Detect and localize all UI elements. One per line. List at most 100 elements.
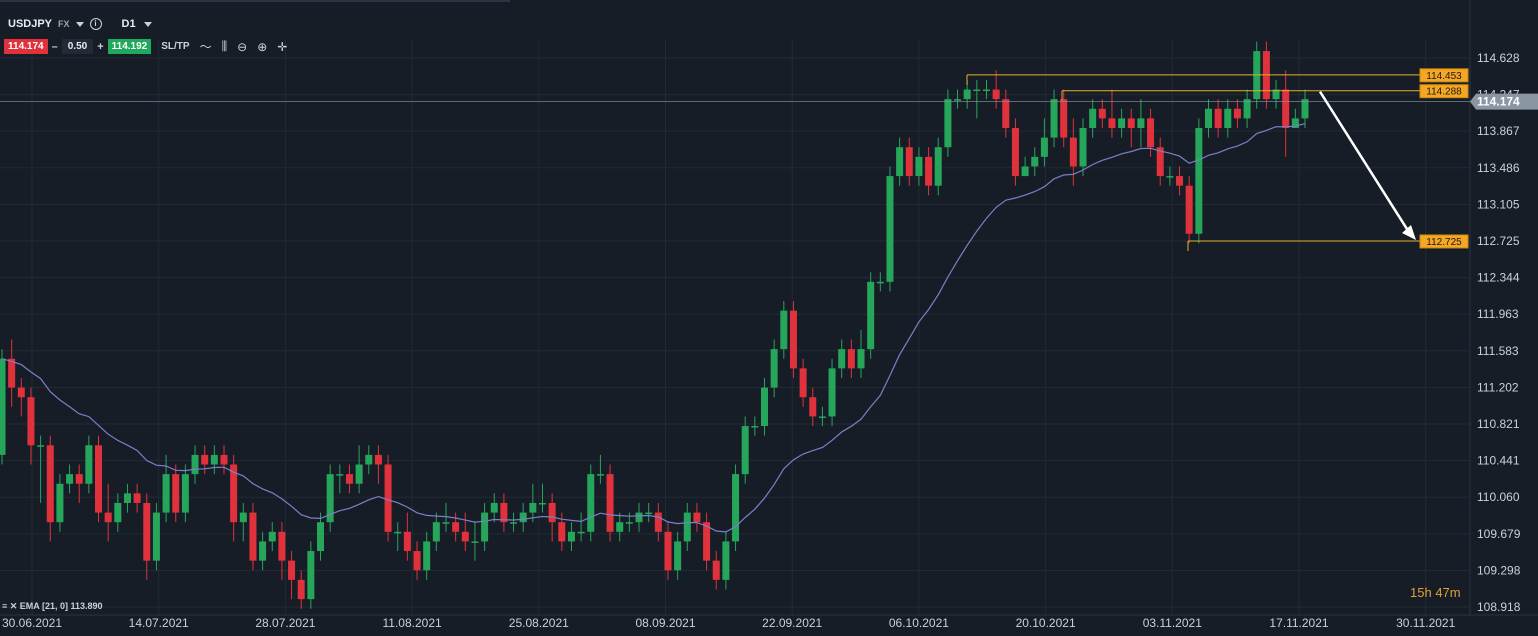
candle-body	[336, 474, 344, 476]
candle-body	[1002, 99, 1010, 128]
candle-body	[413, 551, 421, 571]
candle-body	[1060, 99, 1068, 138]
timeframe-selector[interactable]: D1	[122, 18, 152, 30]
candle-body	[1021, 166, 1029, 177]
candle-body	[876, 281, 884, 284]
candle-body	[8, 358, 16, 388]
candle-body	[423, 541, 431, 571]
sltp-button[interactable]: SL/TP	[161, 41, 190, 52]
market-label: FX	[58, 19, 70, 29]
candle-body	[104, 512, 112, 523]
info-icon[interactable]: i	[89, 18, 102, 30]
x-tick-label: 06.10.2021	[889, 616, 949, 630]
candle-body	[268, 531, 276, 542]
y-tick-label: 111.583	[1477, 344, 1519, 358]
trend-arrow-line	[1318, 90, 1414, 238]
top-strip	[0, 0, 510, 2]
lot-size-input[interactable]: 0.50	[61, 39, 94, 54]
candle-body	[481, 512, 489, 542]
candle-body	[548, 502, 556, 523]
candle-body	[1089, 108, 1097, 128]
candle-body	[1040, 137, 1048, 157]
candle-body	[722, 541, 730, 580]
settings-icon[interactable]: ≡ ✕	[2, 601, 20, 611]
candle-body	[403, 531, 411, 552]
lot-decrease-button[interactable]: –	[51, 40, 58, 53]
candle-body	[143, 502, 151, 561]
level-label: 112.725	[1426, 237, 1462, 248]
candle-body	[1291, 118, 1299, 128]
candle-body	[992, 89, 1000, 100]
candle-body	[1204, 108, 1212, 128]
candle-body	[133, 493, 141, 503]
zoom-in-icon[interactable]: ⊕	[257, 39, 268, 54]
level-badge	[1419, 68, 1469, 83]
candle-body	[37, 445, 45, 447]
candle-body	[519, 512, 527, 523]
candle-body	[394, 531, 402, 534]
y-tick-label: 108.918	[1477, 600, 1521, 614]
candle-body	[944, 99, 952, 148]
candle-body	[799, 368, 807, 398]
candle-body	[230, 464, 238, 523]
y-tick-label: 113.486	[1477, 161, 1520, 175]
candle-body	[1031, 156, 1039, 167]
candle-body	[114, 502, 122, 523]
timeframe-dropdown-icon[interactable]	[143, 21, 152, 27]
zoom-out-icon[interactable]: ⊖	[237, 39, 248, 54]
y-tick-label: 111.202	[1477, 380, 1519, 394]
candle-body	[27, 397, 35, 446]
indicators-icon[interactable]: ⫼	[221, 39, 228, 53]
candle-body	[664, 531, 672, 571]
x-tick-label: 30.11.2021	[1396, 616, 1455, 630]
candle-body	[1214, 108, 1222, 128]
candle-body	[732, 474, 740, 542]
candle-body	[249, 512, 257, 561]
candle-body	[191, 454, 199, 475]
trend-arrow-head	[1402, 224, 1416, 240]
candle-body	[857, 349, 865, 369]
candle-body	[886, 176, 894, 282]
crosshair-icon[interactable]: ✛	[277, 39, 288, 54]
symbol-label[interactable]: USDJPY	[8, 18, 53, 30]
candle-body	[1166, 176, 1174, 178]
candle-body	[1147, 118, 1155, 148]
candle-body	[741, 426, 749, 475]
candle-body	[1118, 118, 1126, 128]
buy-button[interactable]: 114.192	[107, 39, 152, 54]
candle-body	[326, 474, 334, 523]
candle-body	[75, 474, 83, 484]
ema-line	[1, 123, 1306, 533]
candle-body	[500, 502, 508, 523]
level-label: 114.453	[1426, 71, 1462, 82]
sell-button[interactable]: 114.174	[4, 39, 48, 54]
symbol-row: USDJPY FX i D1	[8, 18, 152, 30]
candle-body	[46, 445, 54, 523]
candle-body	[1127, 118, 1135, 128]
candle-body	[56, 483, 64, 523]
x-tick-label: 20.10.2021	[1016, 616, 1076, 630]
lot-increase-button[interactable]: +	[97, 40, 104, 53]
candle-body	[297, 579, 305, 600]
candle-body	[172, 474, 180, 513]
candle-body	[1243, 99, 1251, 119]
candle-body	[1098, 108, 1106, 119]
line-chart-icon[interactable]: 〜	[199, 40, 212, 54]
y-tick-label: 113.867	[1477, 124, 1520, 138]
y-tick-label: 110.441	[1477, 454, 1520, 468]
ema-indicator-label[interactable]: ≡ ✕ EMA [21, 0] 113.890	[2, 601, 103, 612]
candle-body	[162, 474, 170, 513]
candle-body	[712, 560, 720, 580]
order-row: 114.174 – 0.50 + 114.192 SL/TP 〜 ⫼ ⊖ ⊕ ✛	[4, 38, 287, 55]
candle-body	[847, 349, 855, 369]
candle-body	[0, 358, 6, 455]
candle-body	[152, 512, 160, 561]
candle-body	[355, 464, 363, 484]
candle-body	[1079, 127, 1087, 167]
symbol-dropdown-icon[interactable]	[75, 21, 84, 27]
candle-body	[1272, 89, 1280, 100]
ema-value: EMA [21, 0] 113.890	[19, 601, 103, 611]
candle-body	[365, 454, 373, 465]
candle-body	[1224, 108, 1232, 128]
